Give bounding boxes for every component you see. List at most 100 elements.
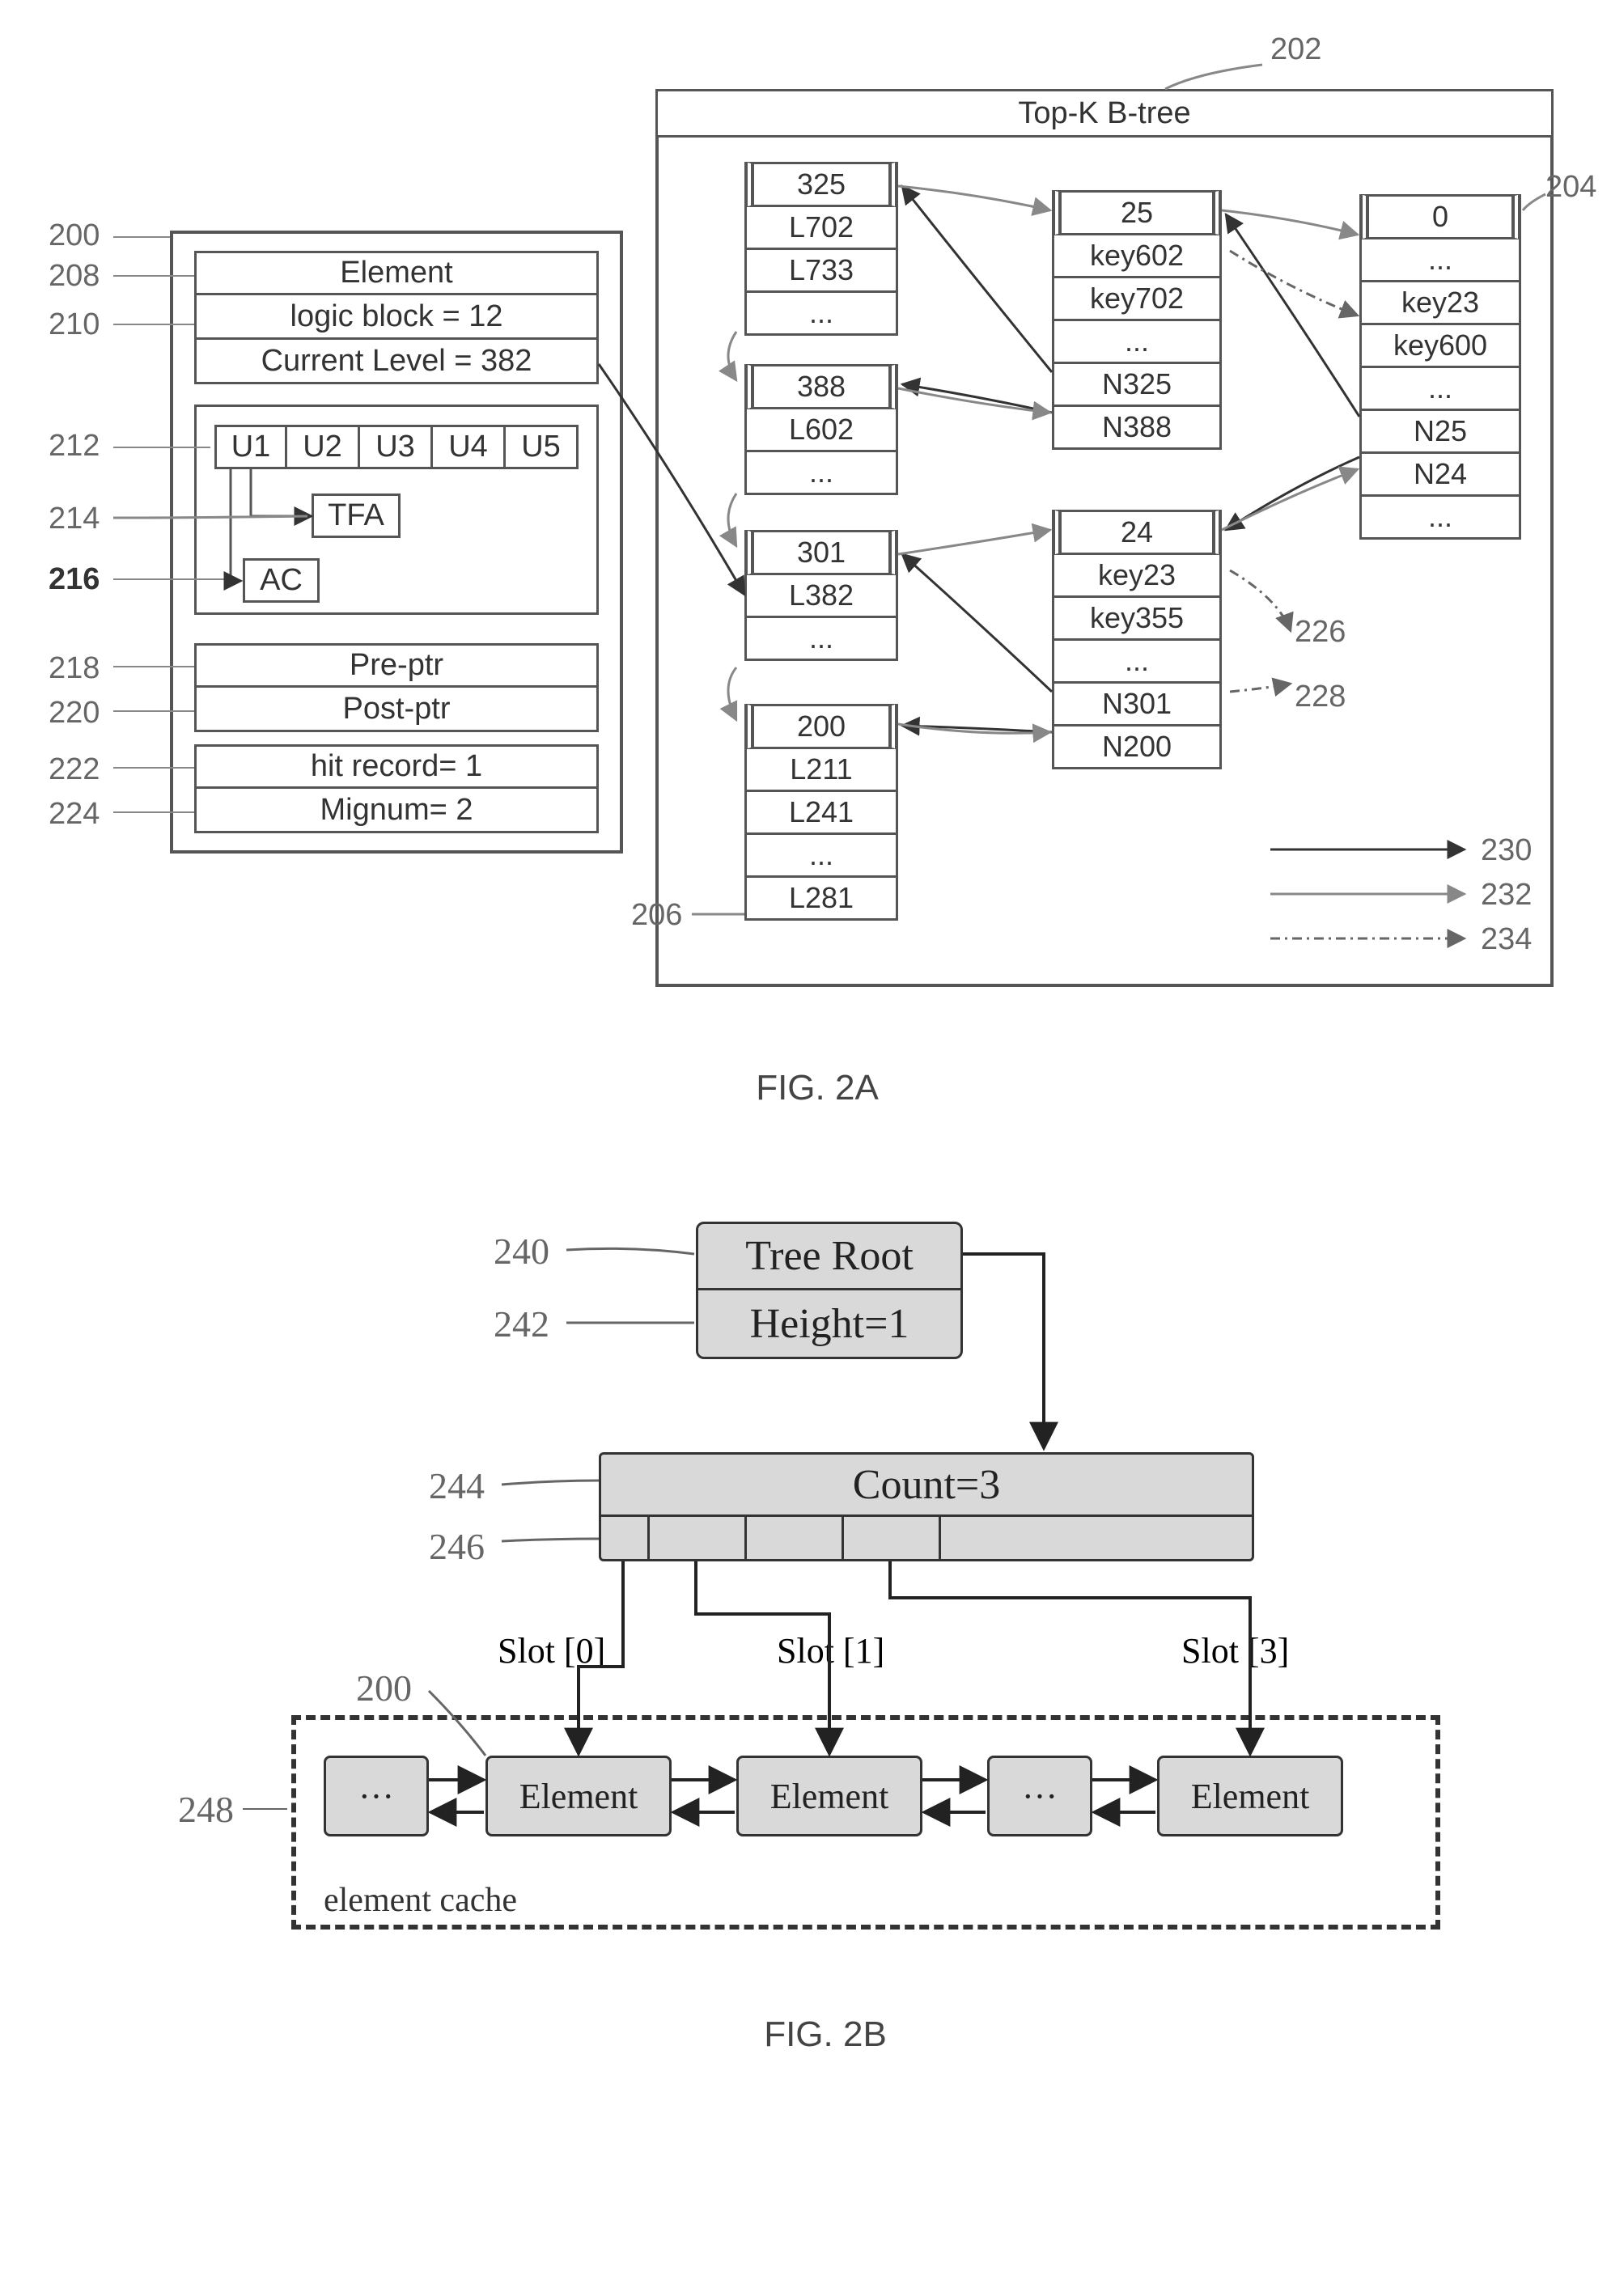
cell: N25: [1359, 411, 1521, 454]
cell: 0: [1359, 194, 1521, 239]
cell: N301: [1052, 684, 1222, 727]
cell: ...: [1052, 641, 1222, 684]
cell: 24: [1052, 510, 1222, 555]
node-388: 388 L602 ...: [744, 364, 898, 495]
cell: 325: [744, 162, 898, 207]
u1: U1: [214, 425, 287, 469]
ac: AC: [243, 558, 320, 603]
ref-220: 220: [49, 696, 100, 731]
slot-div: [647, 1517, 650, 1561]
slot-div: [842, 1517, 844, 1561]
cell: key23: [1359, 282, 1521, 325]
ref-222: 222: [49, 752, 100, 787]
ref-214: 214: [49, 502, 100, 536]
u4: U4: [433, 425, 506, 469]
height: Height=1: [696, 1290, 963, 1359]
ref-210: 210: [49, 307, 100, 342]
cell: N388: [1052, 407, 1222, 450]
cell: key702: [1052, 278, 1222, 321]
mignum: Mignum= 2: [194, 789, 599, 833]
btree-title: Top-K B-tree: [655, 89, 1554, 138]
cell: ...: [744, 452, 898, 495]
ref-234: 234: [1481, 922, 1532, 957]
cell: ...: [1359, 239, 1521, 282]
cell: 301: [744, 530, 898, 575]
ref-246: 246: [429, 1525, 485, 1568]
cell: key602: [1052, 235, 1222, 278]
ref-200b: 200: [356, 1667, 412, 1709]
cell: L281: [744, 878, 898, 921]
ref-208: 208: [49, 259, 100, 294]
cell: ...: [744, 835, 898, 878]
ref-202: 202: [1270, 32, 1321, 67]
cell: ...: [744, 293, 898, 336]
slot-div: [744, 1517, 747, 1561]
ref-200: 200: [49, 218, 100, 253]
ref-242: 242: [494, 1303, 549, 1345]
current-level: Current Level = 382: [194, 340, 599, 384]
fig2b-caption: FIG. 2B: [704, 2014, 947, 2055]
node-301: 301 L382 ...: [744, 530, 898, 661]
post-ptr: Post-ptr: [194, 688, 599, 732]
tfa: TFA: [312, 494, 401, 538]
hit-record: hit record= 1: [194, 744, 599, 789]
slot3-label: Slot [3]: [1181, 1630, 1289, 1671]
cell: N24: [1359, 454, 1521, 497]
ref-212: 212: [49, 429, 100, 464]
element-title: Element: [194, 251, 599, 295]
tick-208: [113, 275, 194, 277]
cell: L702: [744, 207, 898, 250]
cell: ...: [1359, 497, 1521, 540]
cell: L211: [744, 749, 898, 792]
ref-230: 230: [1481, 833, 1532, 868]
node-200: 200 L211 L241 ... L281: [744, 704, 898, 921]
element-box-0: Element: [485, 1756, 672, 1836]
u5: U5: [506, 425, 579, 469]
slot-div: [939, 1517, 941, 1561]
cell: key23: [1052, 555, 1222, 598]
count: Count=3: [599, 1452, 1254, 1517]
ref-204: 204: [1545, 170, 1596, 205]
ref-218: 218: [49, 651, 100, 686]
slot-bar: [599, 1517, 1254, 1561]
tick-216: [113, 578, 239, 580]
cell: N325: [1052, 364, 1222, 407]
ref-228: 228: [1295, 680, 1346, 714]
tick-212: [113, 447, 210, 448]
u3: U3: [360, 425, 433, 469]
tick-218: [113, 666, 194, 667]
element-box-1: Element: [736, 1756, 922, 1836]
element-box-3: Element: [1157, 1756, 1343, 1836]
cell: N200: [1052, 727, 1222, 769]
figure-canvas: 202 Top-K B-tree 0 ... key23 key600 ... …: [32, 32, 1579, 2264]
tree-root: Tree Root: [696, 1222, 963, 1290]
pre-ptr: Pre-ptr: [194, 643, 599, 688]
cell: 388: [744, 364, 898, 409]
ref-248: 248: [178, 1788, 234, 1831]
ref-216: 216: [49, 562, 100, 597]
slot1-label: Slot [1]: [777, 1630, 884, 1671]
cell: 200: [744, 704, 898, 749]
node-root: 0 ... key23 key600 ... N25 N24 ...: [1359, 194, 1521, 540]
cell: ...: [1052, 321, 1222, 364]
element-cache-label: element cache: [324, 1881, 517, 1920]
ref-206: 206: [631, 898, 682, 933]
cell: ...: [1359, 368, 1521, 411]
cell: key600: [1359, 325, 1521, 368]
cell: L241: [744, 792, 898, 835]
cell: 25: [1052, 190, 1222, 235]
tick-222: [113, 767, 194, 769]
cell: L602: [744, 409, 898, 452]
node-24: 24 key23 key355 ... N301 N200: [1052, 510, 1222, 769]
ref-240: 240: [494, 1230, 549, 1273]
ref-226: 226: [1295, 615, 1346, 650]
logic-block: logic block = 12: [194, 295, 599, 340]
tick-210: [113, 324, 194, 325]
node-25: 25 key602 key702 ... N325 N388: [1052, 190, 1222, 450]
tick-248: [243, 1808, 287, 1810]
tick-224: [113, 811, 194, 813]
fig2a-caption: FIG. 2A: [696, 1068, 939, 1108]
ref-244: 244: [429, 1464, 485, 1507]
cell: L733: [744, 250, 898, 293]
cell: ...: [744, 618, 898, 661]
